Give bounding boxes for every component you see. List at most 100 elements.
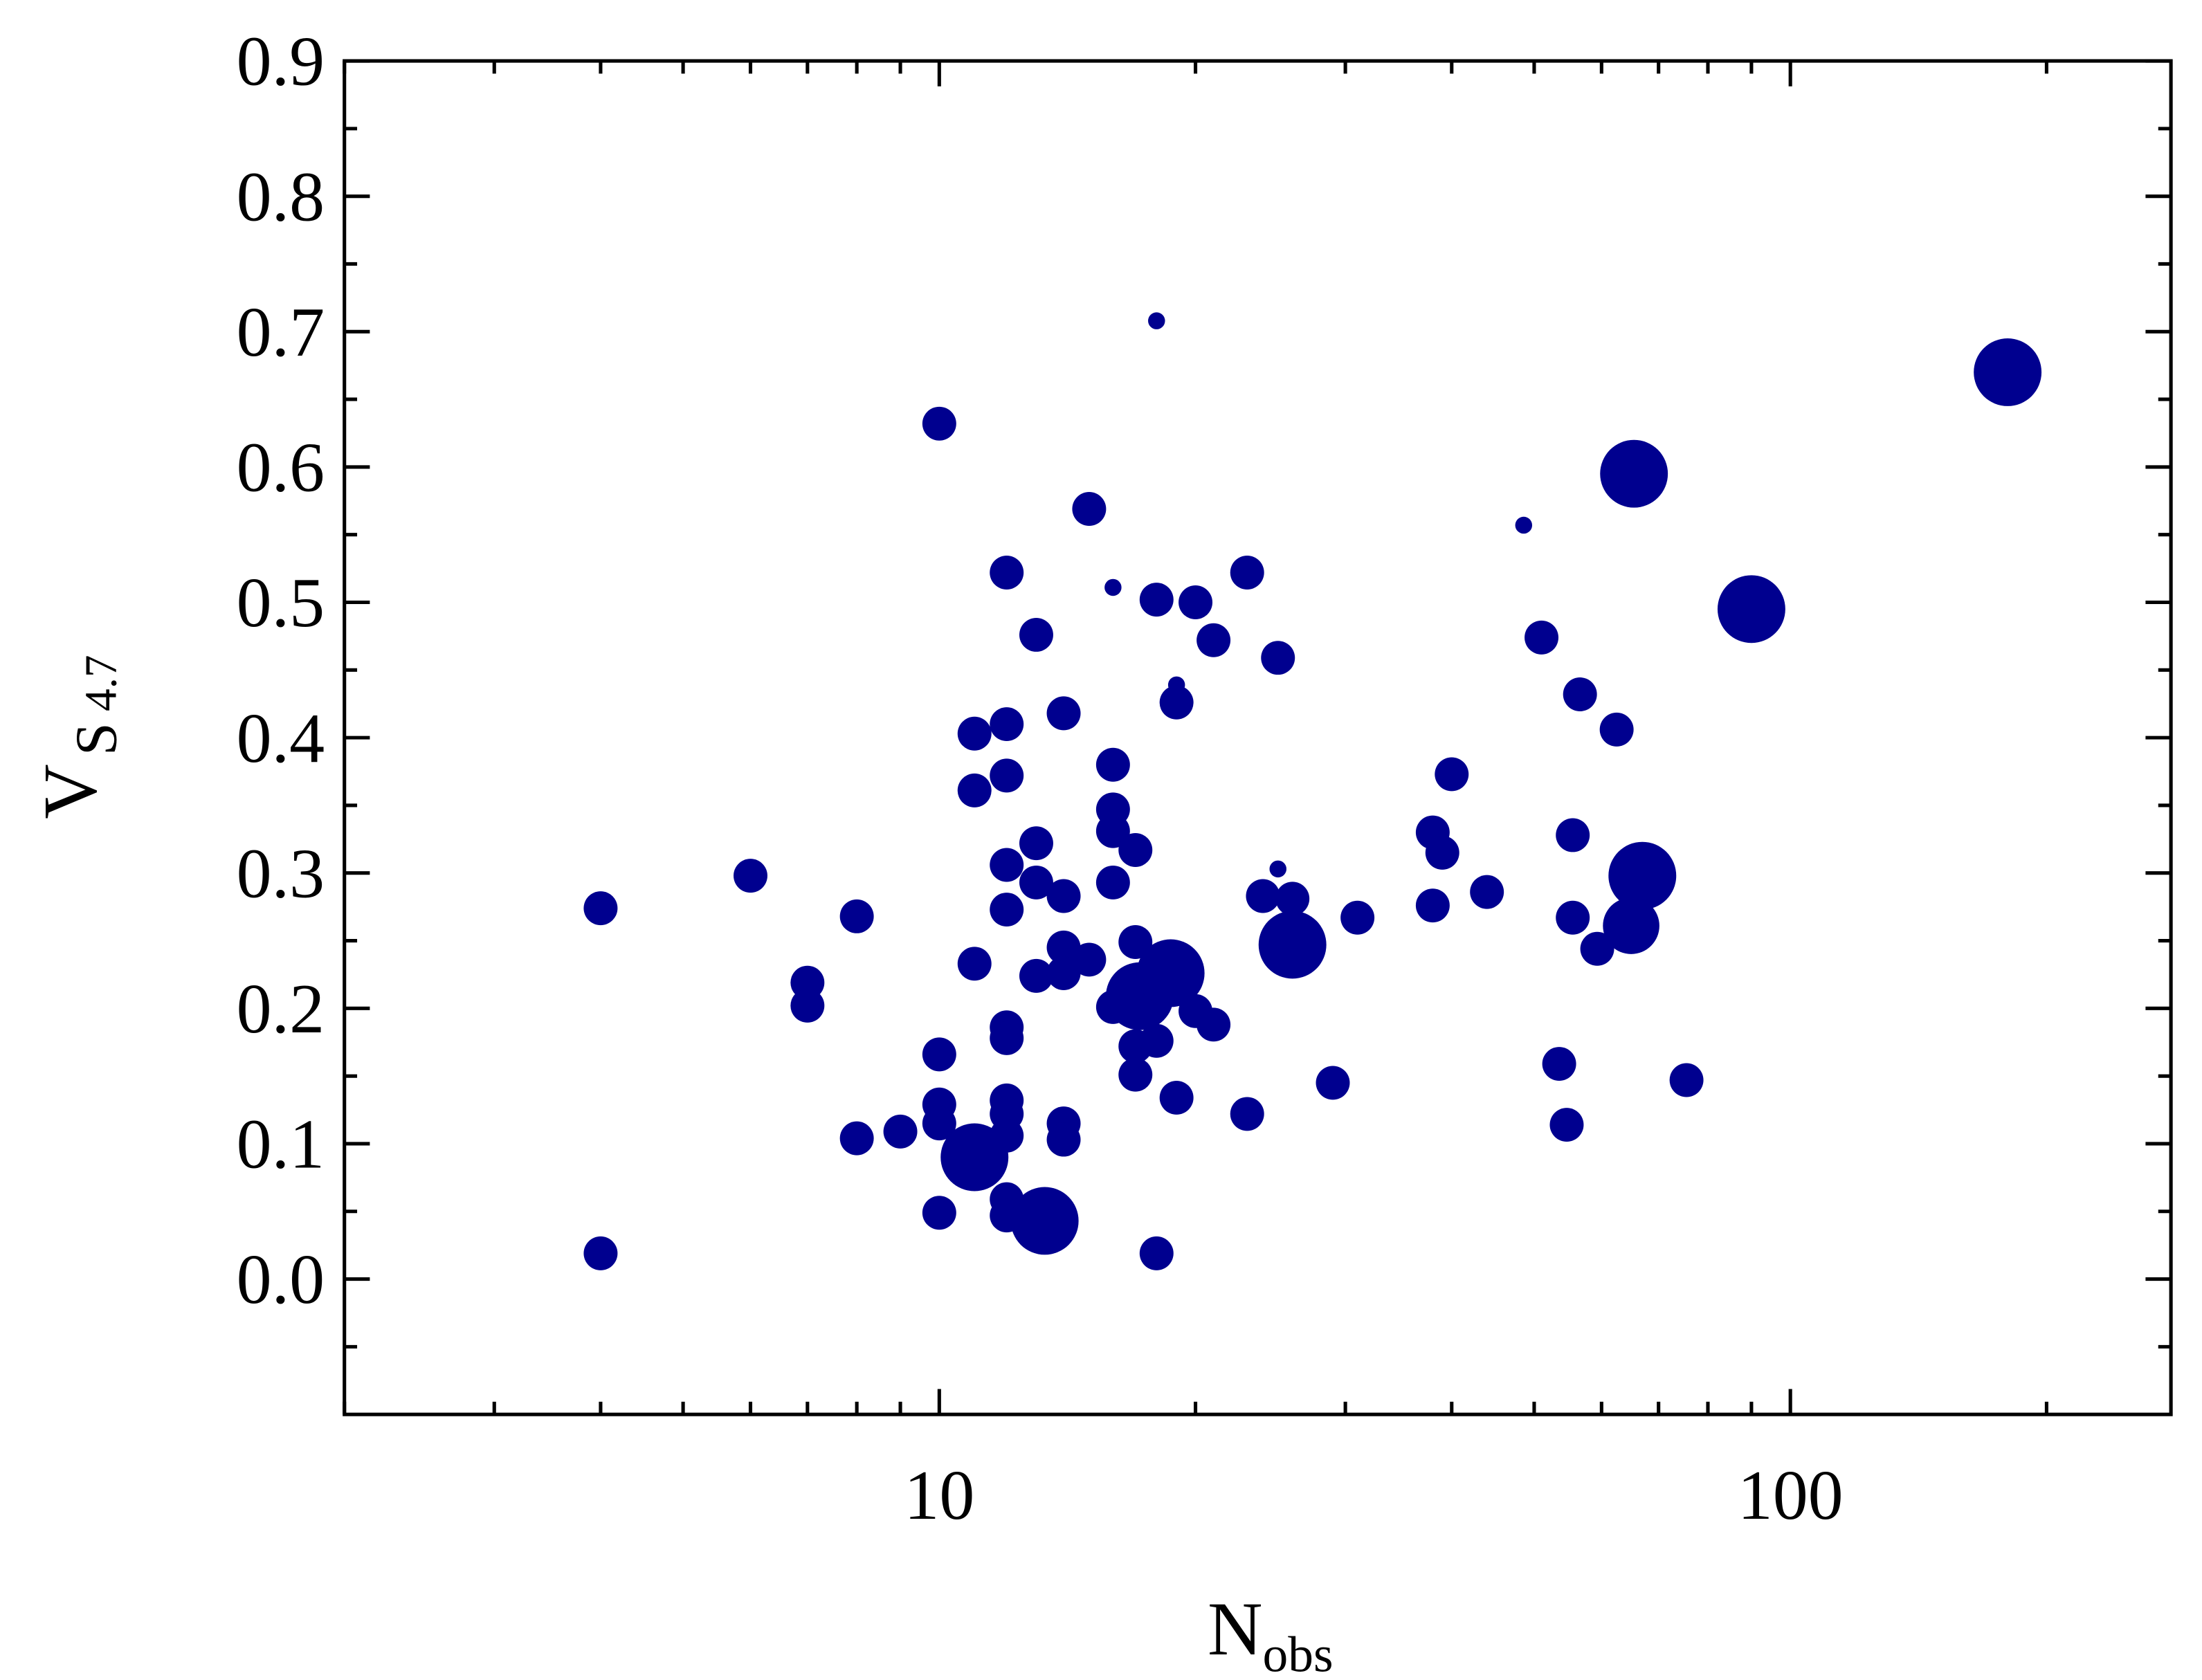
- bubble: [1179, 585, 1213, 619]
- bubble: [957, 716, 992, 751]
- bubble: [1136, 939, 1205, 1007]
- bubble: [1118, 1057, 1153, 1092]
- bubble: [1316, 1066, 1350, 1100]
- bubble: [1019, 958, 1053, 993]
- bubble: [1974, 338, 2042, 406]
- bubble: [1269, 860, 1286, 878]
- bubble: [1019, 826, 1053, 861]
- bubble: [1159, 685, 1194, 720]
- bubble: [1525, 620, 1559, 655]
- y-tick-label: 0.9: [237, 23, 325, 101]
- bubble: [1019, 617, 1053, 652]
- bubble: [990, 893, 1024, 927]
- bubble: [957, 947, 992, 981]
- bubble: [1717, 575, 1785, 643]
- bubble: [922, 1106, 956, 1141]
- bubble: [1148, 312, 1165, 329]
- bubble: [1580, 931, 1614, 966]
- y-tick-label: 0.8: [237, 158, 325, 236]
- bubble: [1046, 956, 1081, 990]
- x-tick-label: 100: [1738, 1457, 1844, 1535]
- bubble: [1599, 712, 1634, 747]
- y-tick-label: 0.7: [237, 293, 325, 372]
- bubble: [1542, 1047, 1576, 1081]
- bubble: [1010, 1187, 1079, 1255]
- bubble: [1046, 696, 1081, 731]
- bubble: [1258, 911, 1327, 979]
- bubble: [790, 988, 825, 1023]
- bubble: [990, 848, 1024, 882]
- bubble: [922, 406, 956, 441]
- y-label-subsub: 4.7: [76, 655, 126, 711]
- bubble: [1563, 677, 1597, 711]
- bubble: [957, 773, 992, 807]
- x-label-sub: obs: [1263, 1626, 1334, 1680]
- bubble: [1549, 1108, 1584, 1142]
- y-tick-label: 0.4: [237, 700, 325, 778]
- bubble: [922, 1196, 956, 1230]
- bubble: [1669, 1063, 1704, 1097]
- bubble: [1095, 747, 1130, 782]
- y-tick-label: 0.2: [237, 970, 325, 1048]
- bubble: [1159, 1080, 1194, 1115]
- bubble: [1230, 555, 1264, 590]
- bubble: [990, 1021, 1024, 1055]
- bubble: [1275, 882, 1310, 916]
- bubble: [583, 1236, 618, 1270]
- bubble: [1261, 641, 1295, 675]
- x-tick-label: 10: [904, 1457, 974, 1535]
- bubble: [839, 1121, 874, 1156]
- bubble: [1139, 1023, 1174, 1058]
- bubble: [1435, 757, 1469, 792]
- y-tick-label: 0.1: [237, 1106, 325, 1184]
- bubble: [1046, 930, 1081, 965]
- y-tick-label: 0.0: [237, 1241, 325, 1319]
- bubble: [1095, 814, 1130, 848]
- bubble: [990, 555, 1024, 590]
- bubble: [1556, 900, 1590, 935]
- bubble: [1600, 439, 1668, 508]
- bubble: [990, 707, 1024, 742]
- bubble: [734, 859, 767, 893]
- bubble: [1603, 897, 1659, 954]
- bubble: [839, 899, 874, 933]
- bubble: [1246, 879, 1280, 913]
- x-axis-label: Nobs: [1208, 1587, 1334, 1680]
- bubble: [1196, 1007, 1231, 1042]
- bubble: [990, 758, 1024, 793]
- bubble: [1556, 818, 1590, 852]
- bubble: [1139, 1236, 1174, 1270]
- bubble: [1118, 925, 1153, 959]
- bubble: [1340, 900, 1375, 935]
- bubble: [990, 1118, 1024, 1153]
- y-tick-label: 0.3: [237, 834, 325, 913]
- bubble: [1104, 578, 1122, 596]
- bubble: [922, 1037, 956, 1072]
- bubble: [1196, 623, 1231, 657]
- bubble: [1515, 516, 1533, 534]
- bubble: [1230, 1097, 1264, 1131]
- bubble: [1470, 875, 1504, 909]
- y-label-main: V: [28, 764, 113, 819]
- y-tick-label: 0.6: [237, 429, 325, 507]
- bubble: [1425, 835, 1459, 870]
- bubble: [1046, 1122, 1081, 1157]
- x-label-main: N: [1208, 1587, 1263, 1671]
- bubble: [1046, 879, 1081, 913]
- bubble: [1139, 583, 1174, 617]
- bubble: [1415, 888, 1450, 923]
- bubble: [1072, 942, 1107, 977]
- y-label-sub: S: [63, 722, 129, 756]
- bubble: [883, 1114, 918, 1149]
- plot-frame: [343, 59, 2173, 1416]
- bubble: [1118, 832, 1153, 867]
- bubble: [1608, 841, 1677, 910]
- y-tick-label: 0.5: [237, 564, 325, 642]
- bubble: [1019, 865, 1053, 900]
- bubble: [583, 891, 618, 926]
- y-axis-label: VS 4.7: [28, 655, 129, 819]
- bubble: [1095, 865, 1130, 900]
- bubble: [1072, 492, 1107, 527]
